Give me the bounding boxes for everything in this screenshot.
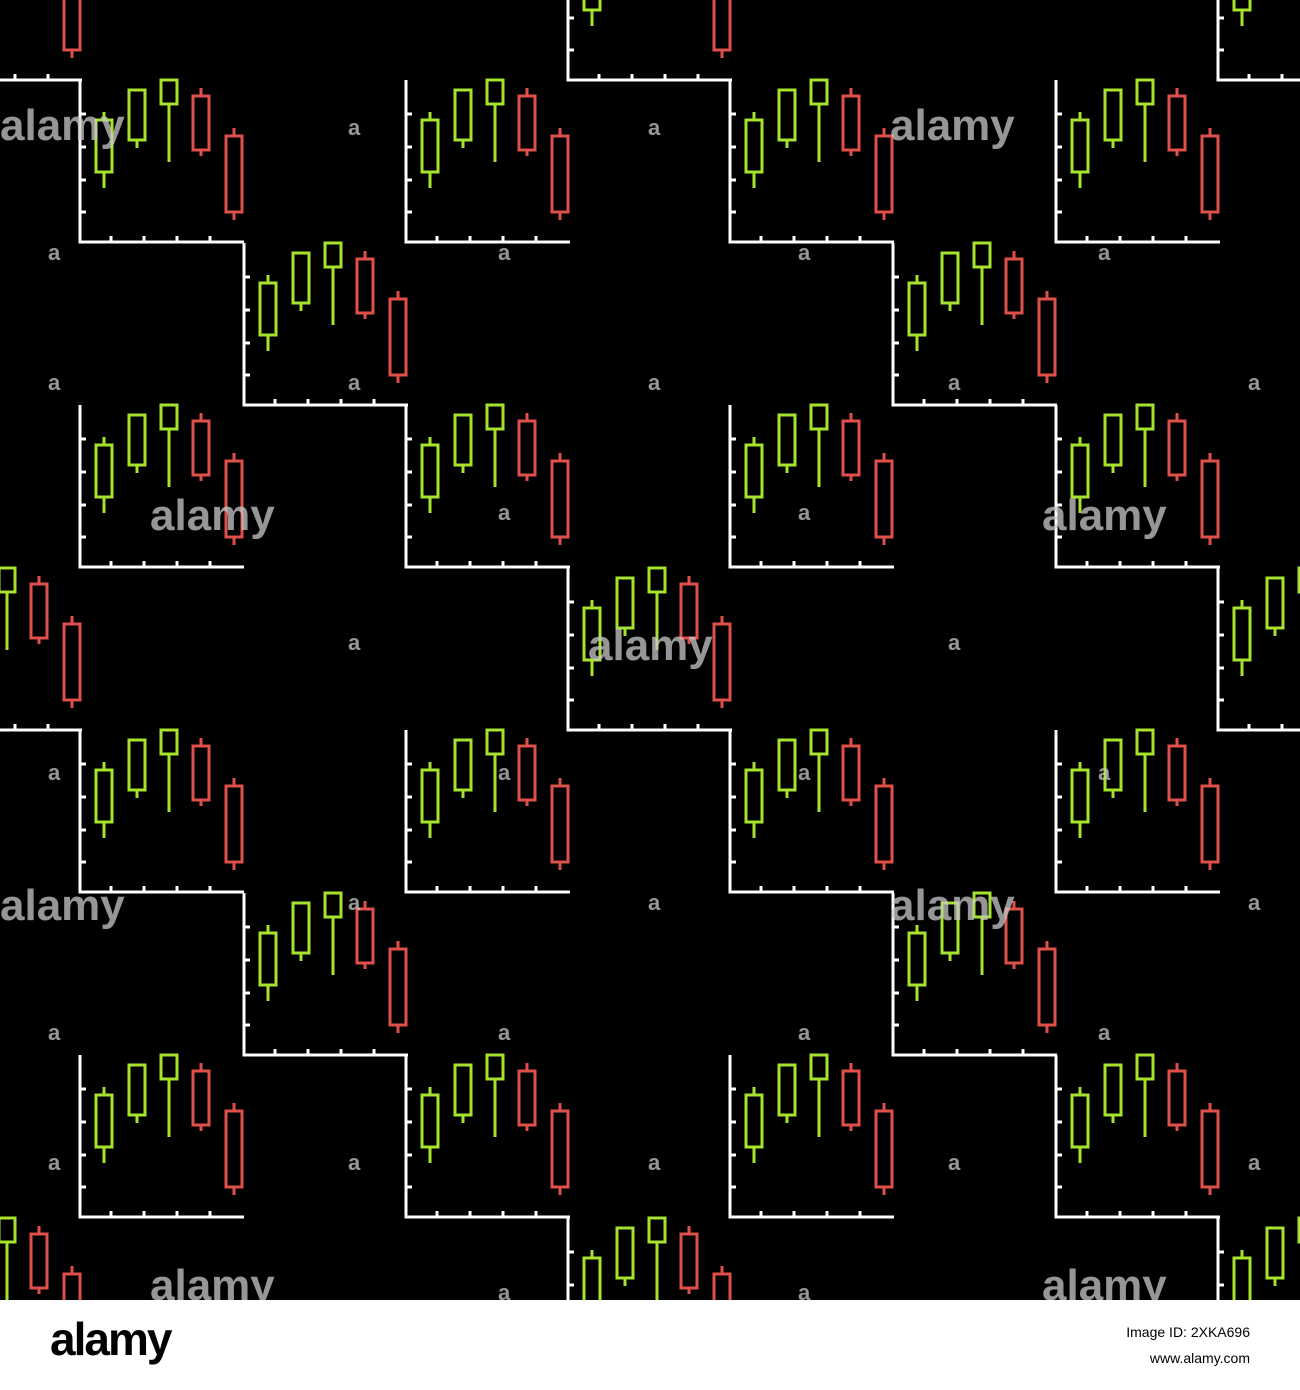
watermark-mark: a bbox=[1248, 890, 1261, 915]
watermark-mark: a bbox=[348, 115, 361, 140]
watermark-mark: a bbox=[48, 760, 61, 785]
watermark-mark: a bbox=[498, 1280, 511, 1300]
watermark: alamy bbox=[588, 621, 713, 670]
watermark-mark: a bbox=[1098, 760, 1111, 785]
watermark-mark: a bbox=[498, 500, 511, 525]
watermark-mark: a bbox=[798, 240, 811, 265]
image-id: Image ID: 2XKA696 bbox=[1126, 1324, 1250, 1340]
watermark-mark: a bbox=[48, 370, 61, 395]
watermark-mark: a bbox=[498, 1020, 511, 1045]
watermark: alamy bbox=[0, 881, 125, 930]
watermark-mark: a bbox=[48, 1150, 61, 1175]
watermarks: alamy alamy alamy alamy alamy alamy alamy alamy… bbox=[0, 101, 1261, 1300]
watermark: alamy bbox=[150, 1261, 275, 1300]
watermark-mark: a bbox=[648, 115, 661, 140]
watermark: alamy bbox=[150, 491, 275, 540]
url: www.alamy.com bbox=[1149, 1350, 1250, 1366]
watermark-mark: a bbox=[948, 1150, 961, 1175]
pattern: alamy alamy alamy alamy alamy alamy alamy alamy… bbox=[0, 0, 1300, 1300]
watermark-mark: a bbox=[798, 760, 811, 785]
footer: alamy Image ID: 2XKA696 www.alamy.com bbox=[0, 1300, 1300, 1390]
watermark-mark: a bbox=[948, 370, 961, 395]
watermark-mark: a bbox=[648, 890, 661, 915]
watermark-mark: a bbox=[648, 370, 661, 395]
watermark-mark: a bbox=[348, 370, 361, 395]
watermark-mark: a bbox=[1248, 1150, 1261, 1175]
watermark: alamy bbox=[0, 101, 125, 150]
watermark: alamy bbox=[890, 101, 1015, 150]
watermark-mark: a bbox=[1248, 370, 1261, 395]
watermark-mark: a bbox=[798, 500, 811, 525]
watermark-mark: a bbox=[348, 630, 361, 655]
watermark: alamy bbox=[890, 881, 1015, 930]
watermark-mark: a bbox=[48, 1020, 61, 1045]
watermark: alamy bbox=[1042, 1261, 1167, 1300]
logo: alamy bbox=[50, 1313, 172, 1365]
watermark-mark: a bbox=[648, 1150, 661, 1175]
watermark-mark: a bbox=[798, 1020, 811, 1045]
watermark-mark: a bbox=[48, 240, 61, 265]
background bbox=[0, 0, 1300, 1300]
watermark-mark: a bbox=[1098, 240, 1111, 265]
watermark-mark: a bbox=[798, 1280, 811, 1300]
watermark-mark: a bbox=[348, 890, 361, 915]
watermark: alamy bbox=[1042, 491, 1167, 540]
watermark-mark: a bbox=[498, 240, 511, 265]
watermark-mark: a bbox=[948, 630, 961, 655]
watermark-mark: a bbox=[348, 1150, 361, 1175]
watermark-mark: a bbox=[1098, 1020, 1111, 1045]
watermark-mark: a bbox=[498, 760, 511, 785]
